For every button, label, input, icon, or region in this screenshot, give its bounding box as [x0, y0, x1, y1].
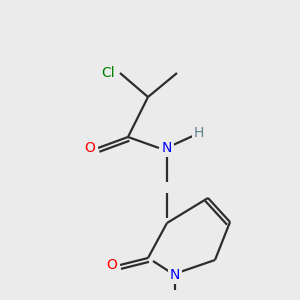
- Text: H: H: [194, 126, 204, 140]
- Text: O: O: [106, 258, 117, 272]
- Text: Cl: Cl: [101, 66, 115, 80]
- Text: O: O: [85, 141, 95, 155]
- Text: N: N: [170, 268, 180, 282]
- Text: N: N: [162, 141, 172, 155]
